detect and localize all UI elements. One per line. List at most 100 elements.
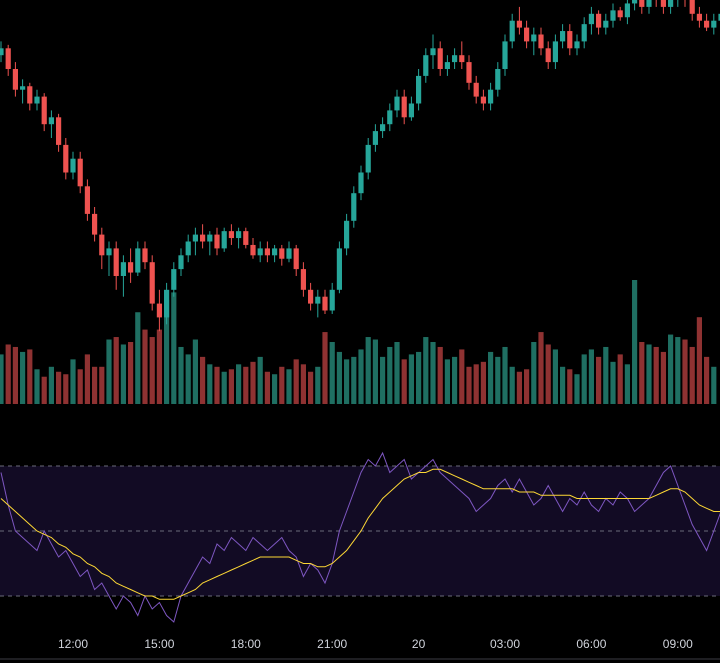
volume-bar [372,339,378,404]
rsi-line [0,451,720,623]
candle-body [444,62,450,69]
volume-bar [452,356,458,404]
candle [574,34,580,56]
volume-bar [430,342,436,404]
volume-bar [358,349,364,404]
volume-bar [0,354,4,404]
time-axis-label: 09:00 [663,637,693,651]
candle [581,17,587,49]
volume-bar [711,366,717,404]
volume-bar [639,342,645,404]
volume-bar [308,371,314,404]
volume-bar [495,356,501,404]
volume-bar [135,312,141,404]
candle [509,13,515,49]
candle [336,241,342,294]
volume-bar [178,346,184,404]
volume-bar [286,369,292,404]
candle [502,34,508,76]
candle [344,213,350,256]
volume-bar [567,369,573,404]
volume-bar [192,339,198,404]
candle [322,289,328,314]
candle [696,6,702,28]
candle [351,186,357,228]
candle-body [646,0,652,7]
candle-body [264,248,270,256]
candle [624,0,630,25]
candle-body [164,289,170,318]
candle [221,227,227,252]
candle-body [272,248,278,256]
volume-bar [20,351,26,404]
candle [34,89,40,111]
volume-bar [243,366,249,404]
candle-body [171,269,177,290]
candle [545,41,551,69]
volume-bar [610,361,616,404]
candle [689,0,695,21]
volume-bar [41,376,47,404]
candle-body [336,248,342,290]
candle [250,238,256,259]
candle [164,282,170,325]
candle-body [77,158,83,187]
volume-bar [149,337,155,404]
candle [655,0,657,7]
candle-body [70,158,76,173]
volume-bar [545,344,551,404]
candle-body [423,55,429,76]
candle-body [473,82,479,97]
candle-body [142,248,148,263]
candle-body [200,234,206,242]
candle [135,241,141,276]
candle-body [351,193,357,221]
candle-body [236,231,242,239]
time-axis-label: 06:00 [576,637,606,651]
candle-body [128,262,134,273]
candle-body [588,13,594,25]
time-axis[interactable]: 12:0015:0018:0021:002003:0006:0009:0012:… [58,637,720,651]
candle [308,282,314,311]
volume-bar [704,356,710,404]
candle-body [668,0,674,7]
volume-bar [574,374,580,404]
candle-body [466,62,472,83]
volume-bar [70,359,76,404]
candle-body [293,248,299,270]
volume-bar [92,366,98,404]
volume-bar [63,374,69,404]
candle [588,6,594,35]
volume-bar [516,371,522,404]
candle-body [502,41,508,69]
candle [617,6,623,21]
candle-body [617,10,623,18]
candle [128,248,134,283]
volume-bar [668,334,674,404]
candle-body [192,234,198,242]
volume-bar [250,361,256,404]
volume-bar [221,371,227,404]
candle-body [228,231,234,239]
candle-body [279,248,285,259]
candle [704,13,710,32]
volume-bar [502,346,508,404]
candle [531,27,537,56]
candle-body [596,13,602,28]
candle-body [20,86,26,90]
candle-body [221,231,227,249]
candle-body [322,296,328,311]
volume-bar [632,280,638,404]
candle [444,55,450,76]
time-axis-label: 15:00 [144,637,174,651]
candle [257,241,263,263]
candle-body [135,248,141,273]
candle-body [452,55,458,63]
rsi-panel [0,451,720,623]
volume-bar [344,359,350,404]
volume-bar [624,364,630,404]
candle [243,227,249,249]
candle-body [560,31,566,42]
rsi-signal-line [0,468,720,600]
